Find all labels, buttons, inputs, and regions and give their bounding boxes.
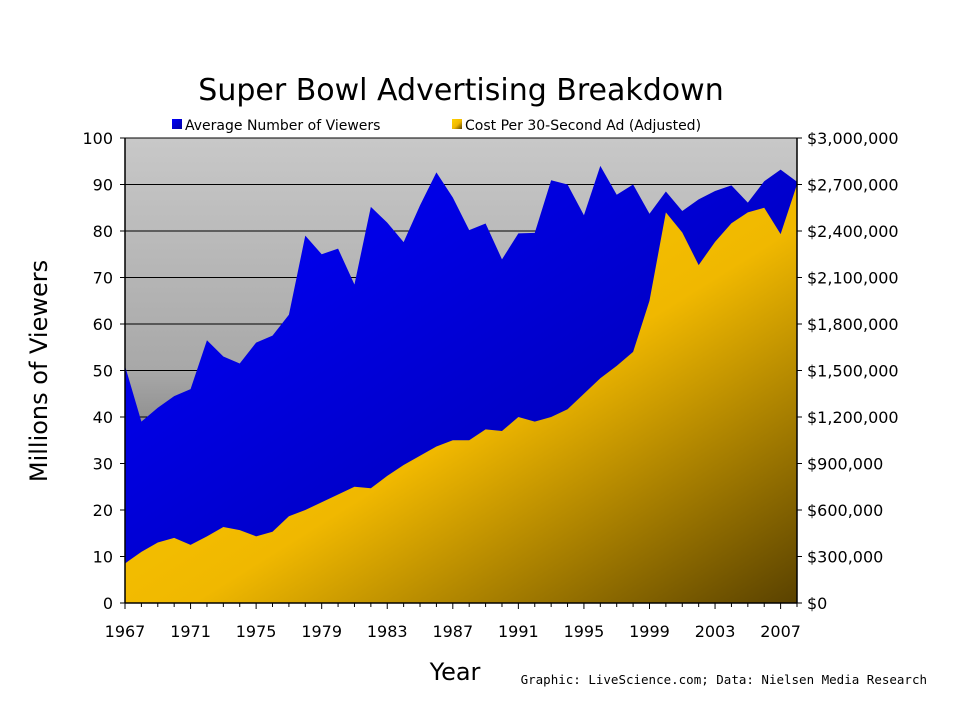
left-tick-label: 60 — [93, 315, 113, 334]
x-tick-label: 1983 — [367, 622, 408, 641]
right-tick-label: $0 — [807, 594, 827, 613]
x-tick-label: 1967 — [105, 622, 146, 641]
right-tick-label: $600,000 — [807, 501, 883, 520]
x-tick-label: 2007 — [760, 622, 801, 641]
x-tick-label: 1999 — [629, 622, 670, 641]
legend: Average Number of Viewers Cost Per 30-Se… — [172, 118, 701, 134]
right-axis-ticks: $0 $300,000 $600,000 $900,000 $1,200,000 $1,5… — [797, 129, 899, 613]
x-tick-label: 1971 — [170, 622, 211, 641]
left-tick-label: 30 — [93, 455, 113, 474]
legend-label-viewers: Average Number of Viewers — [185, 118, 380, 134]
left-tick-label: 90 — [93, 176, 113, 195]
right-tick-label: $2,100,000 — [807, 269, 899, 288]
left-tick-label: 50 — [93, 362, 113, 381]
x-tick-label: 1987 — [432, 622, 473, 641]
left-tick-label: 10 — [93, 548, 113, 567]
left-tick-label: 40 — [93, 408, 113, 427]
right-tick-label: $3,000,000 — [807, 129, 899, 148]
x-axis-ticks: 1967 1971 1975 1979 1983 1987 1991 1995 1999 2003… — [105, 603, 801, 641]
left-axis-ticks: 0 10 20 30 40 50 60 70 80 90 100 — [82, 129, 125, 613]
legend-label-cost: Cost Per 30-Second Ad (Adjusted) — [465, 118, 701, 134]
left-tick-label: 80 — [93, 222, 113, 241]
x-tick-label: 1979 — [301, 622, 342, 641]
credit-text: Graphic: LiveScience.com; Data: Nielsen … — [521, 672, 927, 687]
right-tick-label: $2,700,000 — [807, 176, 899, 195]
right-tick-label: $1,800,000 — [807, 315, 899, 334]
chart-title: Super Bowl Advertising Breakdown — [198, 73, 723, 108]
areas — [125, 165, 797, 603]
left-tick-label: 70 — [93, 269, 113, 288]
right-tick-label: $1,200,000 — [807, 408, 899, 427]
right-tick-label: $900,000 — [807, 455, 883, 474]
left-tick-label: 100 — [82, 129, 113, 148]
right-tick-label: $300,000 — [807, 548, 883, 567]
left-tick-label: 20 — [93, 501, 113, 520]
x-axis-label: Year — [429, 658, 481, 686]
right-tick-label: $1,500,000 — [807, 362, 899, 381]
legend-swatch-cost — [452, 119, 462, 129]
x-tick-label: 2003 — [695, 622, 736, 641]
legend-swatch-viewers — [172, 119, 182, 129]
series-area-ad-cost — [125, 184, 797, 603]
left-tick-label: 0 — [103, 594, 113, 613]
x-tick-label: 1975 — [236, 622, 277, 641]
y-axis-label: Millions of Viewers — [25, 260, 53, 482]
right-tick-label: $2,400,000 — [807, 222, 899, 241]
x-tick-label: 1995 — [564, 622, 605, 641]
x-tick-label: 1991 — [498, 622, 539, 641]
